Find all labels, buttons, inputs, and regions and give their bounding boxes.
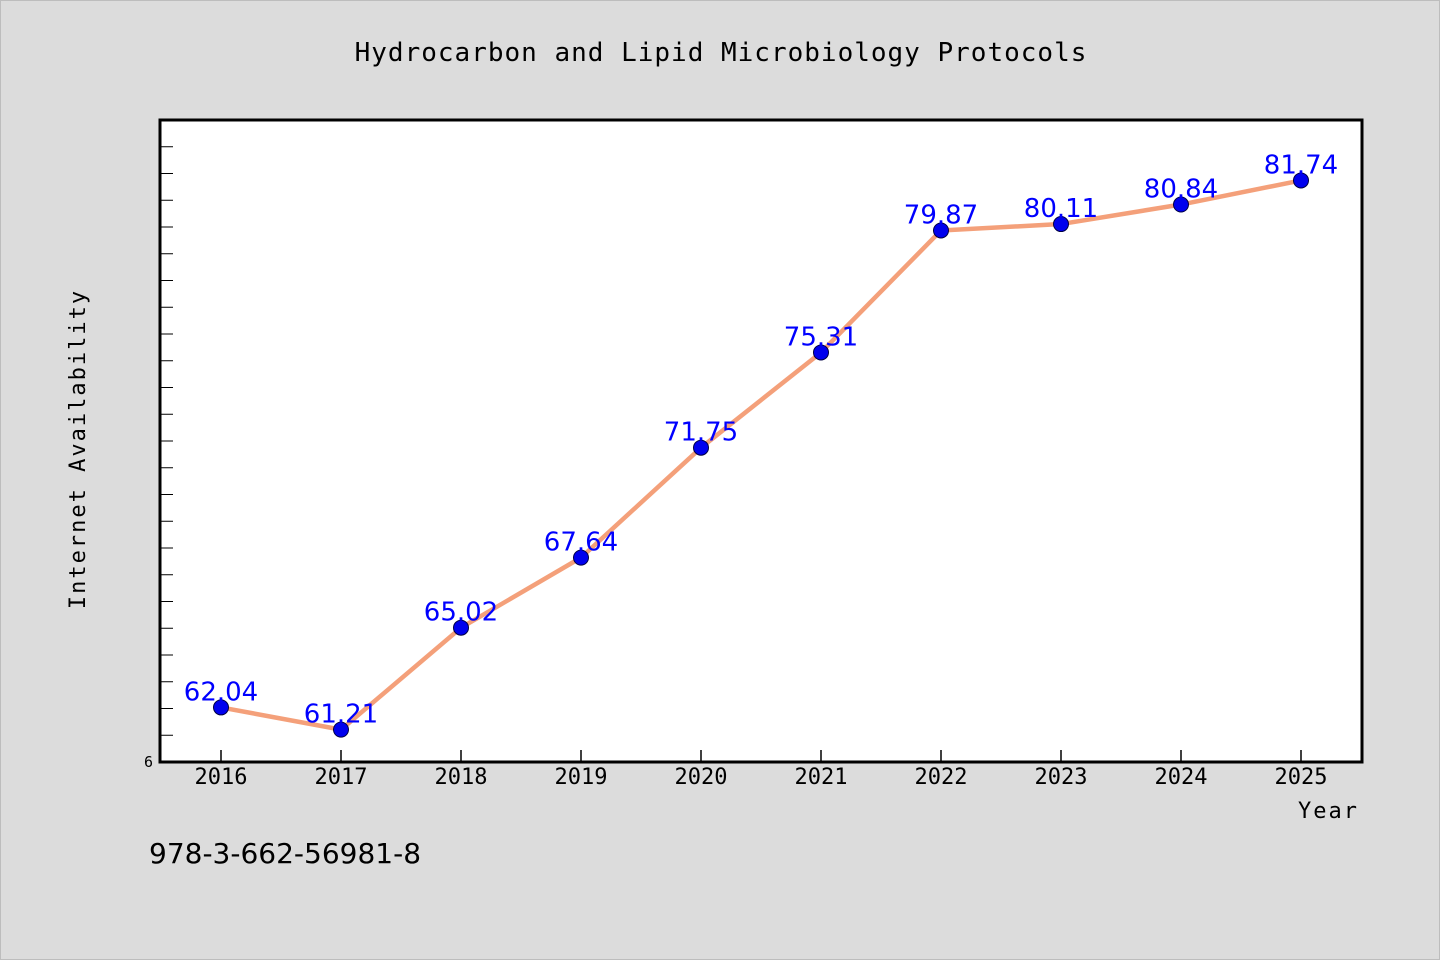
data-point: [1053, 216, 1069, 233]
y-axis-label: Internet Availability: [66, 289, 91, 609]
data-point: [573, 549, 589, 566]
x-tick-label: 2019: [555, 765, 608, 790]
data-point: [333, 721, 349, 738]
data-label: 80.11: [1024, 194, 1098, 224]
data-label: 61.21: [304, 700, 378, 730]
isbn-footer: 978-3-662-56981-8: [149, 837, 421, 870]
x-tick-label: 2017: [315, 765, 368, 790]
data-point: [213, 699, 229, 716]
x-tick-label: 2024: [1155, 765, 1208, 790]
data-label: 67.64: [544, 528, 618, 558]
data-label: 62.04: [184, 677, 258, 707]
data-point: [933, 222, 949, 239]
x-axis-label: Year: [1298, 799, 1359, 824]
series-line: [218, 178, 1304, 732]
x-tick-label: 2018: [435, 765, 488, 790]
x-tick-label: 2020: [675, 765, 728, 790]
y-axis-min-label: 6: [144, 753, 153, 771]
data-labels-group: 62.04 61.21 65.02 67.64 71.75 75.31 79.87 80.11…: [184, 150, 1338, 729]
data-point: [1293, 172, 1309, 189]
data-label: 79.87: [904, 200, 978, 230]
data-point: [453, 619, 469, 636]
data-point: [693, 439, 709, 456]
x-tick-label: 2023: [1035, 765, 1088, 790]
data-label: 80.84: [1144, 175, 1218, 205]
data-label: 81.74: [1264, 150, 1338, 180]
data-label: 71.75: [664, 418, 738, 448]
x-tick-label: 2022: [915, 765, 968, 790]
x-tick-label: 2021: [795, 765, 848, 790]
data-label: 75.31: [784, 322, 858, 352]
series-line-group: [218, 178, 1304, 732]
x-axis-tick-labels: 2016 2017 2018 2019 2020 2021 2022 2023 2024 2025: [195, 765, 1328, 790]
x-axis-ticks: [220, 750, 1302, 762]
x-tick-label: 2025: [1275, 765, 1328, 790]
series-points-group: [213, 172, 1309, 738]
data-point: [813, 344, 829, 361]
x-tick-label: 2016: [195, 765, 248, 790]
y-axis-ticks: [160, 146, 173, 736]
plot-area: [158, 118, 1364, 764]
data-label: 65.02: [424, 598, 498, 628]
chart-title: Hydrocarbon and Lipid Microbiology Proto…: [355, 38, 1088, 68]
data-point: [1173, 196, 1189, 213]
